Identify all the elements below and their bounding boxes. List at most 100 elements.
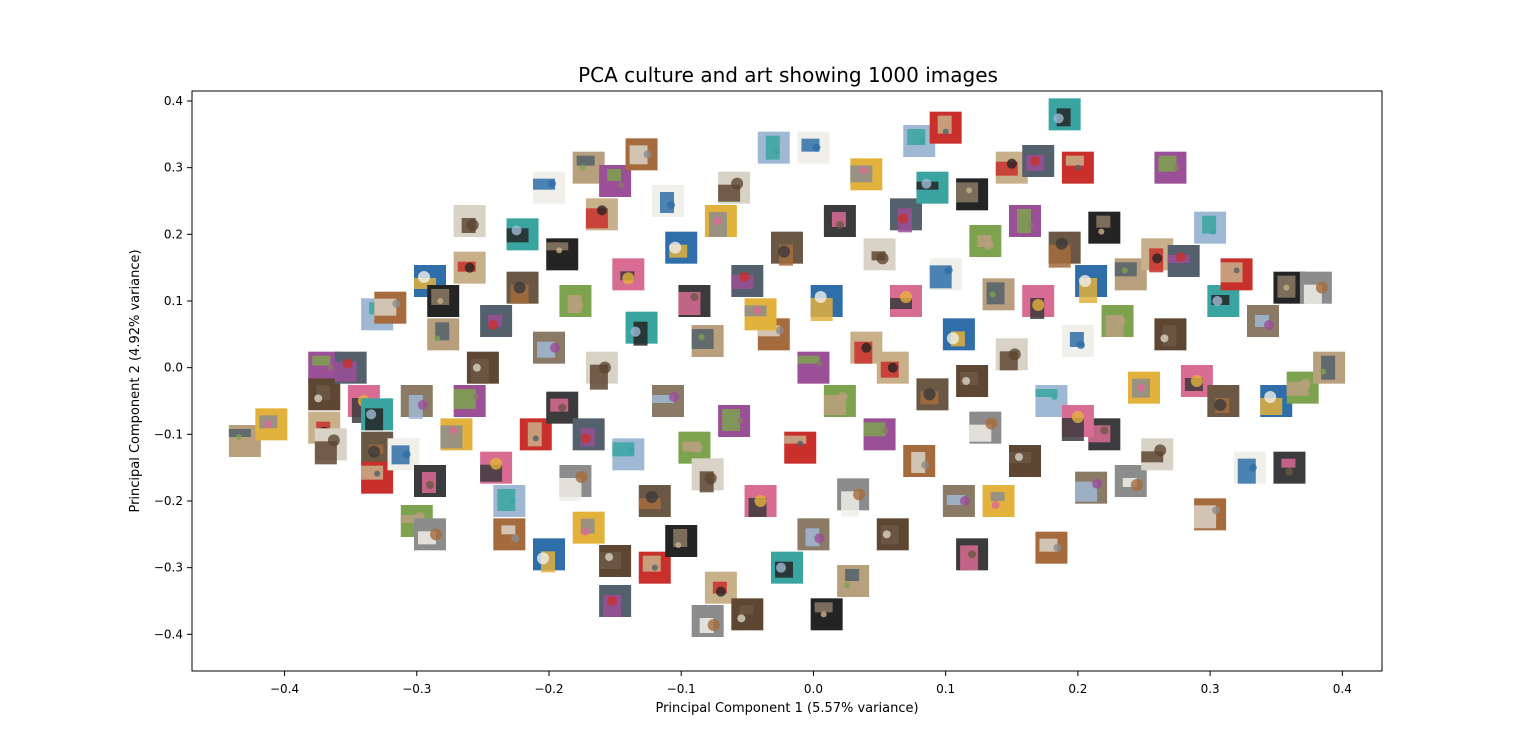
image-thumbnail — [823, 385, 856, 417]
image-thumbnail — [1009, 205, 1041, 237]
image-thumbnail — [493, 518, 526, 551]
image-thumbnail — [427, 285, 460, 317]
image-thumbnail — [797, 518, 830, 551]
image-thumbnail — [585, 198, 618, 231]
x-tick-label: −0.2 — [534, 682, 563, 696]
image-thumbnail — [493, 485, 526, 517]
image-thumbnail — [837, 478, 870, 517]
y-tick-label: −0.1 — [154, 427, 183, 441]
image-thumbnail — [506, 271, 539, 304]
image-thumbnail — [572, 418, 605, 451]
image-thumbnail — [704, 571, 737, 604]
y-tick-label: 0.4 — [164, 94, 183, 108]
image-thumbnail — [255, 408, 288, 441]
image-thumbnail — [638, 485, 671, 517]
image-thumbnail — [1260, 385, 1293, 417]
image-thumbnail — [704, 205, 737, 237]
image-thumbnail — [453, 205, 486, 237]
image-thumbnail — [771, 231, 803, 266]
x-tick-label: 0.3 — [1201, 682, 1220, 696]
image-thumbnail — [1247, 305, 1279, 337]
image-thumbnail — [546, 391, 579, 424]
image-thumbnail — [612, 438, 645, 471]
image-thumbnail — [638, 551, 671, 584]
image-thumbnail — [361, 398, 394, 431]
image-thumbnail — [519, 418, 552, 451]
image-thumbnail — [1128, 371, 1160, 404]
image-thumbnail — [731, 598, 764, 631]
image-thumbnail — [784, 431, 817, 464]
y-tick-label: −0.2 — [154, 494, 183, 508]
image-thumbnail — [506, 218, 539, 251]
image-thumbnail — [982, 485, 1015, 517]
image-thumbnail — [599, 545, 632, 577]
image-thumbnail — [466, 351, 499, 384]
image-thumbnail — [1088, 211, 1121, 244]
image-thumbnail — [797, 131, 830, 164]
image-thumbnail — [810, 598, 843, 631]
image-thumbnail — [414, 518, 446, 551]
x-tick-label: −0.3 — [402, 682, 431, 696]
image-thumbnail — [585, 351, 618, 390]
image-thumbnail — [546, 238, 579, 271]
image-thumbnail — [823, 205, 856, 237]
image-thumbnail — [533, 331, 565, 364]
image-thumbnail — [863, 238, 896, 271]
image-thumbnail — [559, 285, 592, 317]
image-thumbnail — [625, 311, 658, 346]
image-thumbnail — [625, 138, 658, 171]
image-thumbnail — [1154, 318, 1187, 351]
image-thumbnail — [863, 418, 896, 451]
y-tick-label: 0.1 — [164, 294, 183, 308]
image-thumbnail — [665, 231, 698, 264]
image-thumbnail — [400, 385, 433, 419]
image-thumbnails — [228, 98, 1346, 637]
x-tick-label: −0.1 — [667, 682, 696, 696]
image-thumbnail — [1061, 405, 1094, 441]
image-thumbnail — [1154, 151, 1187, 184]
image-thumbnail — [929, 258, 962, 291]
image-thumbnail — [916, 378, 949, 411]
image-thumbnail — [757, 131, 790, 164]
image-thumbnail — [440, 418, 473, 451]
image-thumbnail — [1022, 145, 1055, 177]
image-thumbnail — [599, 585, 632, 617]
image-thumbnail — [969, 225, 1002, 257]
image-thumbnail — [1022, 285, 1055, 319]
image-thumbnail — [982, 278, 1015, 311]
image-thumbnail — [1167, 245, 1200, 277]
image-thumbnail — [1194, 498, 1227, 531]
image-thumbnail — [1101, 305, 1134, 337]
image-thumbnail — [612, 258, 645, 291]
image-thumbnail — [1220, 258, 1253, 291]
image-thumbnail — [956, 365, 989, 397]
image-thumbnail — [308, 378, 341, 411]
image-thumbnail — [771, 551, 803, 584]
x-tick-label: 0.4 — [1333, 682, 1352, 696]
image-thumbnail — [691, 325, 724, 357]
image-thumbnail — [890, 285, 922, 317]
image-thumbnail — [1273, 451, 1306, 484]
image-thumbnail — [691, 605, 724, 637]
image-thumbnail — [956, 538, 989, 571]
image-thumbnail — [1233, 451, 1266, 484]
image-thumbnail — [995, 338, 1028, 371]
image-thumbnail — [837, 565, 870, 597]
y-tick-label: −0.4 — [154, 627, 183, 641]
image-thumbnail — [480, 305, 513, 337]
image-thumbnail — [453, 385, 486, 417]
image-thumbnail — [1299, 271, 1332, 304]
x-axis-label: Principal Component 1 (5.57% variance) — [655, 701, 918, 716]
image-thumbnail — [1207, 385, 1240, 417]
image-thumbnail — [929, 111, 962, 144]
x-tick-label: 0.2 — [1068, 682, 1087, 696]
image-thumbnail — [652, 385, 684, 417]
image-thumbnail — [314, 428, 347, 465]
y-tick-label: −0.3 — [154, 561, 183, 575]
image-thumbnail — [652, 185, 684, 217]
chart-title: PCA culture and art showing 1000 images — [578, 63, 998, 87]
image-thumbnail — [1061, 151, 1094, 184]
image-thumbnail — [1035, 531, 1068, 564]
y-tick-label: 0.3 — [164, 161, 183, 175]
image-thumbnail — [797, 351, 830, 384]
